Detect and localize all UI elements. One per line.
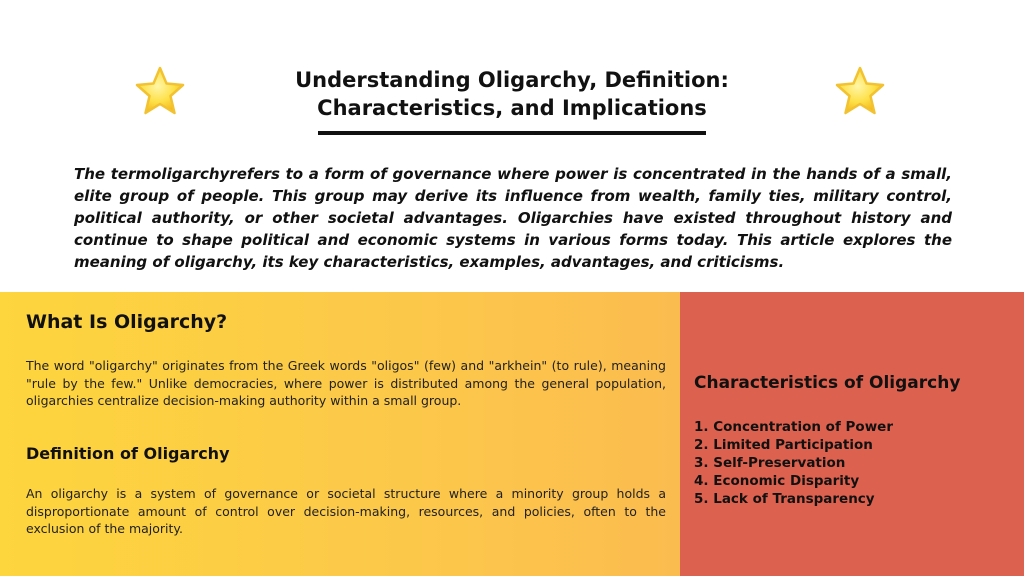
definition-heading: Definition of Oligarchy — [26, 444, 230, 463]
title-underline — [318, 131, 706, 135]
intro-paragraph: The termoligarchyrefers to a form of gov… — [74, 165, 952, 271]
star-icon — [835, 66, 885, 115]
title-line-2: Characteristics, and Implications — [317, 96, 707, 120]
definition-paragraph: An oligarchy is a system of governance o… — [26, 486, 666, 536]
characteristics-list: 1. Concentration of Power 2. Limited Par… — [694, 418, 893, 508]
star-icon — [135, 66, 185, 115]
list-item: 4. Economic Disparity — [694, 473, 860, 489]
title-line-1: Understanding Oligarchy, Definition: — [295, 68, 729, 92]
list-item: 2. Limited Participation — [694, 437, 873, 453]
right-panel — [680, 292, 1024, 576]
list-item: 1. Concentration of Power — [694, 419, 893, 435]
what-is-heading: What Is Oligarchy? — [26, 311, 228, 333]
what-is-paragraph: The word "oligarchy" originates from the… — [26, 358, 666, 408]
characteristics-heading: Characteristics of Oligarchy — [694, 373, 961, 393]
page-title: Understanding Oligarchy, Definition: Cha… — [212, 66, 812, 122]
left-panel — [0, 292, 680, 576]
list-item: 3. Self-Preservation — [694, 455, 846, 471]
list-item: 5. Lack of Transparency — [694, 491, 875, 507]
